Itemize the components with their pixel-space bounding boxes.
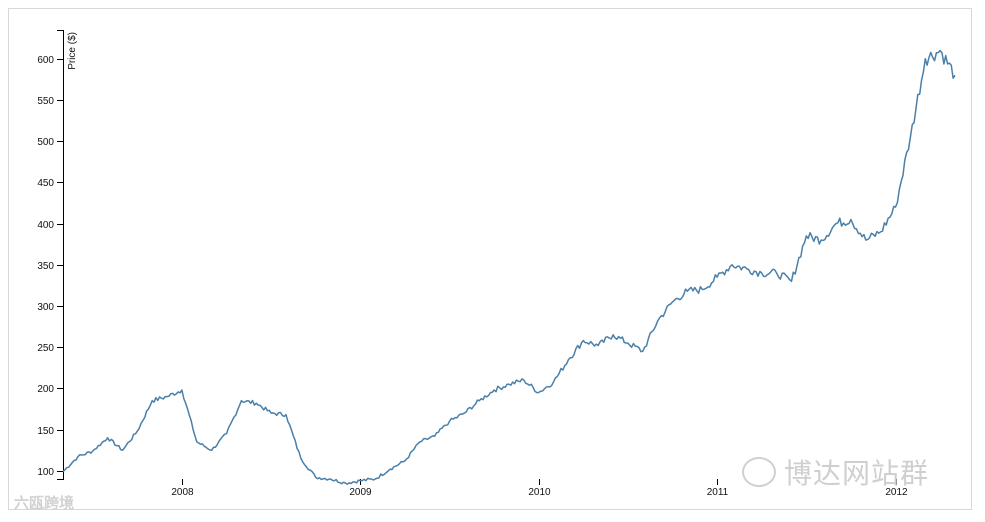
watermark-left: 六瓯跨境 (14, 492, 74, 513)
y-tick-label: 350 (37, 261, 54, 272)
y-tick-label: 150 (37, 426, 54, 437)
x-tick-label: 2010 (528, 487, 551, 498)
y-axis: 100 150 200 250 300 350 400 450 500 550 600 (37, 30, 64, 480)
y-axis-title: Price ($) (67, 32, 78, 70)
y-tick-label: 600 (37, 55, 54, 66)
y-tick-label: 100 (37, 467, 54, 478)
y-axis-line (57, 30, 64, 480)
y-tick-label: 450 (37, 178, 54, 189)
x-tick-label: 2008 (171, 487, 194, 498)
x-axis: 2008 2009 2010 2011 2012 (171, 479, 908, 498)
x-tick-label: 2012 (885, 487, 908, 498)
y-tick-label: 300 (37, 302, 54, 313)
chart-frame (8, 8, 972, 510)
y-tick-label: 200 (37, 384, 54, 395)
y-tick-label: 400 (37, 220, 54, 231)
x-tick-label: 2009 (349, 487, 372, 498)
wechat-icon (742, 457, 776, 487)
price-series-line (62, 49, 956, 485)
watermark-right-text: 博达网站群 (784, 457, 930, 490)
y-tick-label: 250 (37, 343, 54, 354)
y-tick-label: 500 (37, 137, 54, 148)
watermark-left-text: 六瓯跨境 (14, 494, 75, 512)
watermark-right: 博达网站群 (742, 452, 929, 492)
y-tick-label: 550 (37, 96, 54, 107)
x-tick-label: 2011 (707, 487, 729, 498)
